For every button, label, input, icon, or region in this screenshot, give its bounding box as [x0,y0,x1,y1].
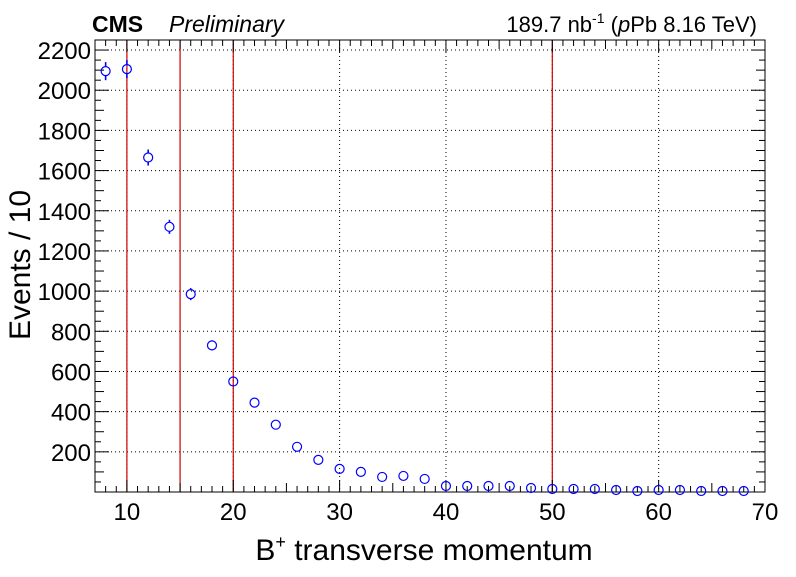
y-tick-label: 200 [51,440,91,467]
y-tick-label: 1200 [38,239,91,266]
data-point [611,484,622,496]
y-tick-label: 1400 [38,199,91,226]
data-point [185,289,196,300]
data-point [377,471,388,483]
x-tick-label: 10 [114,499,141,526]
x-tick-label: 50 [539,499,566,526]
data-point [440,480,452,492]
status-label: Preliminary [169,11,286,37]
data-point [717,485,728,497]
data-point [653,484,664,496]
data-point [696,485,707,497]
data-point [632,485,643,497]
data-point [462,480,473,492]
data-point [547,483,558,495]
data-point [334,463,345,474]
lumi-rest: Pb 8.16 TeV) [630,12,757,37]
data-point [398,470,409,482]
y-tick-label: 400 [51,400,91,427]
lumi-italic: p [617,12,630,37]
data-point [313,454,324,465]
x-tick-label: 30 [326,499,353,526]
data-point [674,484,686,496]
y-axis-title: Events / 10 [4,190,37,340]
data-point [100,66,111,77]
luminosity-label: 189.7 nb-1 (pPb 8.16 TeV) [506,10,757,37]
data-point [483,480,494,492]
data-point [249,397,260,408]
lumi-exponent: -1 [592,10,605,26]
y-tick-label: 800 [51,319,91,346]
x-tick-label: 60 [645,499,672,526]
data-point [589,483,600,495]
x-tick-label: 20 [220,499,247,526]
data-point [504,480,515,492]
data-point [270,419,281,430]
data-point [355,466,366,478]
tick-labels: 10 20 30 40 50 60 70 200 400 600 800 1000 1200 1400 16… [38,38,779,526]
x-title-rest: transverse momentum [286,534,593,567]
data-point [738,485,749,497]
x-title-sup: + [275,532,286,552]
y-tick-label: 1800 [38,118,91,145]
y-tick-label: 600 [51,359,91,386]
data-point [525,482,537,494]
plot-frame [94,39,766,493]
data-point [206,340,218,351]
data-point [143,152,154,163]
x-axis-title: B+ transverse momentum [255,532,592,567]
data-point [228,376,239,387]
data-point [291,441,303,452]
y-tick-label: 2000 [38,78,91,105]
x-tick-label: 70 [752,499,779,526]
data-points [100,60,749,497]
axis-ticks [94,39,766,493]
y-tick-label: 2200 [38,38,91,65]
data-point [121,64,133,75]
x-title-main: B [255,534,275,567]
y-tick-label: 1000 [38,279,91,306]
data-point [568,483,579,495]
data-point [164,221,175,232]
data-point [419,473,430,485]
lumi-open: ( [605,12,619,37]
bin-edge-lines [126,40,553,492]
x-tick-label: 40 [433,499,460,526]
experiment-label: CMS [92,11,143,37]
y-tick-label: 1600 [38,159,91,186]
lumi-value: 189.7 nb [506,12,592,37]
